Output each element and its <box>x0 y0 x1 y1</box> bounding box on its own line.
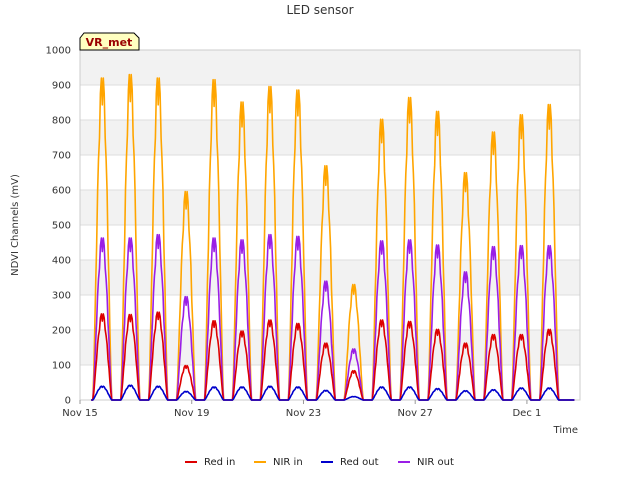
y-tick-label: 600 <box>52 186 71 197</box>
y-tick-label: 800 <box>52 116 71 127</box>
station-badge: VR_met <box>79 32 140 51</box>
y-tick-label: 100 <box>52 361 71 372</box>
legend-label: Red out <box>340 457 379 468</box>
y-tick-label: 0 <box>65 396 71 407</box>
y-tick-label: 1000 <box>46 46 71 57</box>
series-line-red-out <box>91 384 575 401</box>
y-tick-label: 500 <box>52 221 71 232</box>
legend: Red in NIR in Red out NIR out <box>185 457 454 468</box>
y-tick-label: 900 <box>52 81 71 92</box>
station-badge-label: VR_met <box>86 36 133 49</box>
x-axis-title: Time <box>553 425 578 436</box>
station-badge-shape <box>79 32 140 51</box>
chart-title: LED sensor <box>286 3 353 17</box>
y-axis-title: NDVI Channels (mV) <box>10 174 21 276</box>
legend-label: NIR out <box>417 457 454 468</box>
x-tick-label: Nov 19 <box>174 408 209 419</box>
series-line-red-in <box>91 311 575 401</box>
series-line-nir-out <box>91 233 575 401</box>
y-tick-label: 700 <box>52 151 71 162</box>
x-tick-label: Nov 15 <box>62 408 97 419</box>
plot-band <box>80 50 580 85</box>
plot-band <box>80 120 580 155</box>
legend-label: Red in <box>204 457 235 468</box>
y-tick-label: 300 <box>52 291 71 302</box>
series-layer <box>91 73 575 401</box>
series-line-nir-in <box>91 73 575 401</box>
legend-label: NIR in <box>273 457 303 468</box>
y-tick-label: 200 <box>52 326 71 337</box>
plot-frame <box>79 49 581 401</box>
x-tick-labels: Nov 15 Nov 19 Nov 23 Nov 27 Dec 1 <box>62 400 541 419</box>
y-tick-labels: 0 100 200 300 400 500 600 700 800 900 1000 <box>46 46 71 407</box>
x-tick-label: Nov 23 <box>286 408 321 419</box>
x-tick-label: Dec 1 <box>512 408 541 419</box>
y-tick-label: 400 <box>52 256 71 267</box>
x-tick-label: Nov 27 <box>397 408 432 419</box>
